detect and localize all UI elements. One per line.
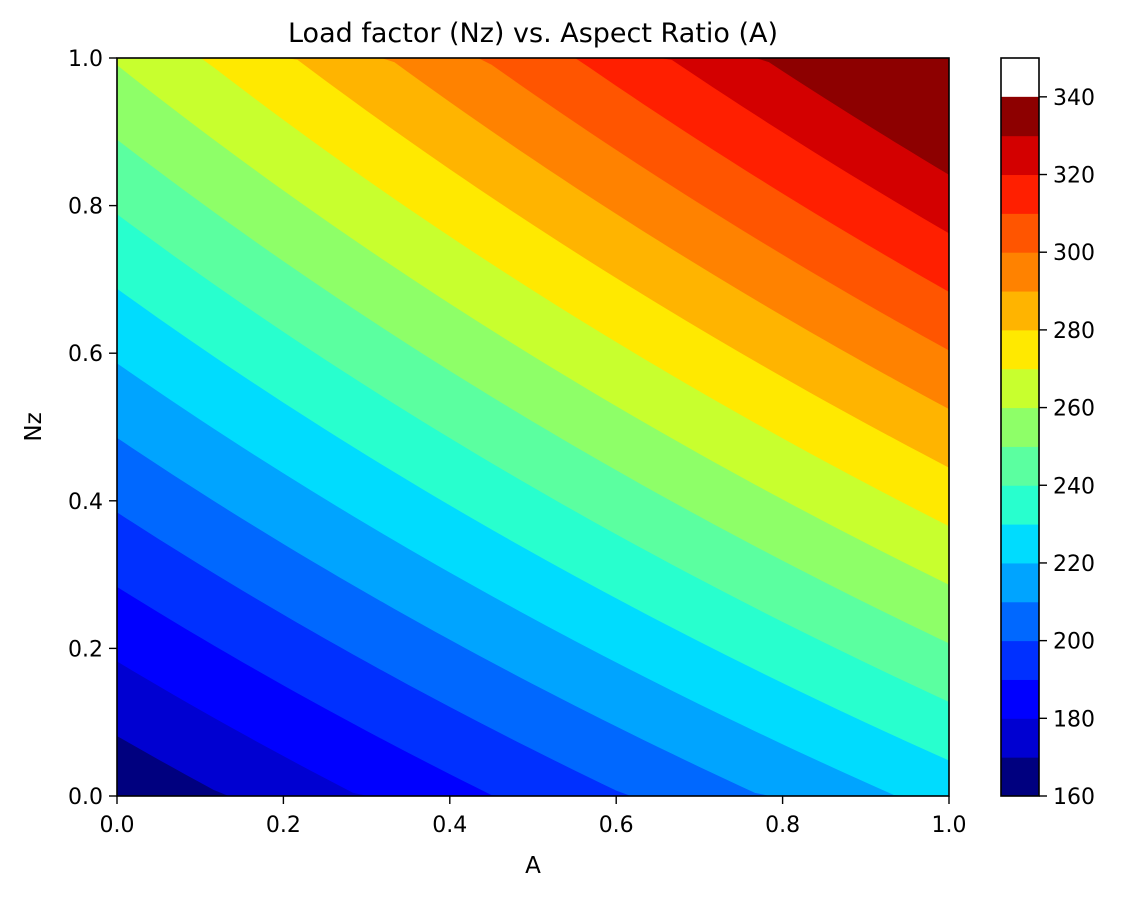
x-tick-label: 1.0	[932, 813, 967, 838]
chart-title: Load factor (Nz) vs. Aspect Ratio (A)	[288, 18, 778, 49]
colorbar-tick-label: 160	[1053, 785, 1095, 810]
colorbar-tick-label: 220	[1053, 552, 1095, 577]
colorbar-tick-label: 200	[1053, 630, 1095, 655]
y-tick-label: 0.6	[68, 342, 103, 367]
colorbar-tick-label: 260	[1053, 397, 1095, 422]
plot-frame	[116, 57, 950, 797]
colorbar-segment	[1001, 485, 1039, 525]
colorbar-segment	[1001, 174, 1039, 214]
y-tick-label: 0.0	[68, 785, 103, 810]
x-tick-label: 0.6	[599, 813, 634, 838]
colorbar-segment	[1001, 524, 1039, 564]
colorbar-segment	[1001, 562, 1039, 603]
y-tick-label: 0.2	[68, 637, 103, 662]
colorbar-tick-label: 320	[1053, 164, 1095, 189]
y-tick-label: 0.8	[68, 195, 103, 220]
y-axis-label: Nz	[21, 412, 47, 441]
colorbar-tick-label: 280	[1053, 319, 1095, 344]
y-tick-label: 1.0	[68, 47, 103, 72]
colorbar-axis: 160 180 200 220 240 260 280 300 320 340	[1039, 86, 1095, 810]
colorbar-segment	[1001, 252, 1039, 292]
colorbar-bands	[1001, 96, 1039, 797]
colorbar-tick-label: 340	[1053, 86, 1095, 111]
colorbar: 160 180 200 220 240 260 280 300 320 340	[1000, 57, 1095, 810]
colorbar-frame	[1000, 57, 1040, 797]
colorbar-tick-label: 180	[1053, 707, 1095, 732]
colorbar-segment	[1001, 640, 1039, 680]
colorbar-segment	[1001, 446, 1039, 486]
y-axis: 0.0 0.2 0.4 0.6 0.8 1.0	[68, 47, 117, 810]
colorbar-tick-label: 240	[1053, 474, 1095, 499]
x-axis-label: A	[525, 853, 541, 879]
x-axis: 0.0 0.2 0.4 0.6 0.8 1.0	[100, 796, 967, 838]
plot-area	[116, 57, 950, 797]
colorbar-segment	[1001, 718, 1039, 758]
colorbar-segment	[1001, 407, 1039, 447]
y-tick-label: 0.4	[68, 490, 103, 515]
contour-bands	[116, 57, 950, 797]
colorbar-segment	[1001, 291, 1039, 331]
colorbar-segment	[1001, 368, 1039, 409]
colorbar-segment	[1001, 757, 1039, 797]
colorbar-segment	[1001, 679, 1039, 719]
colorbar-tick-label: 300	[1053, 241, 1095, 266]
colorbar-segment	[1001, 329, 1039, 370]
colorbar-segment	[1001, 601, 1039, 642]
colorbar-segment	[1001, 213, 1039, 253]
colorbar-segment	[1001, 135, 1039, 176]
x-tick-label: 0.2	[266, 813, 301, 838]
colorbar-segment	[1001, 96, 1039, 137]
x-tick-label: 0.8	[765, 813, 800, 838]
x-tick-label: 0.4	[432, 813, 467, 838]
x-tick-label: 0.0	[100, 813, 135, 838]
